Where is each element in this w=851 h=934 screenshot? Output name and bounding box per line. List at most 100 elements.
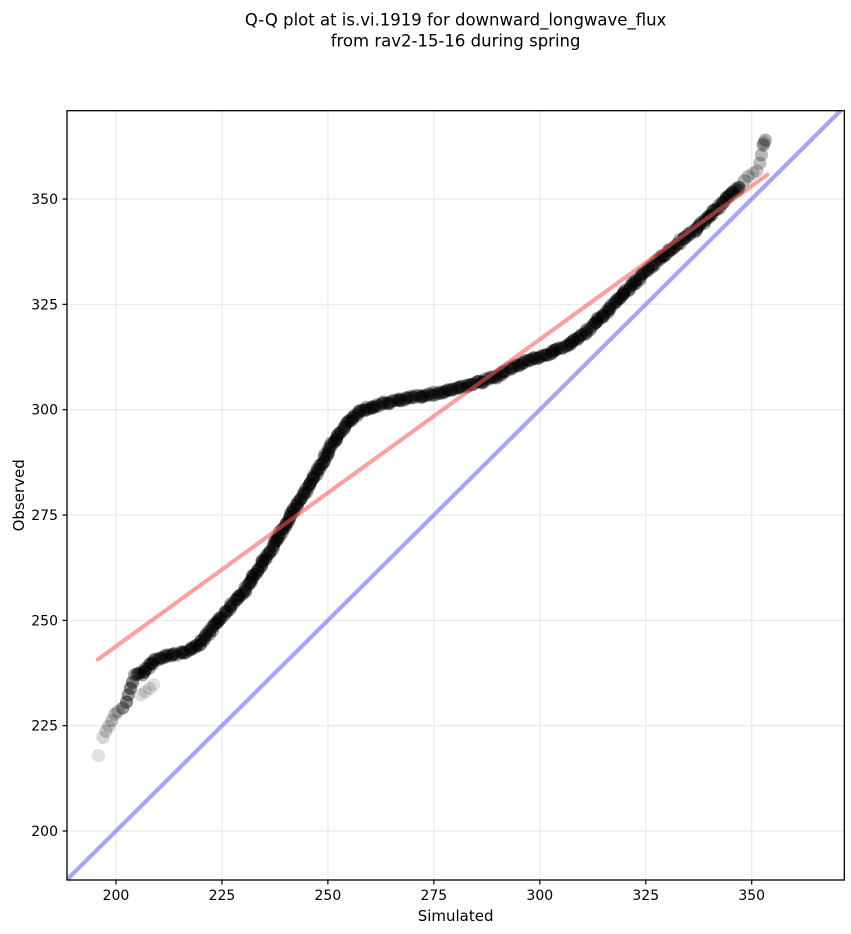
data-point xyxy=(415,390,429,404)
x-tick-label: 250 xyxy=(315,888,342,904)
x-axis: 200 225 250 275 300 325 350 xyxy=(103,880,765,904)
data-point xyxy=(629,274,643,288)
data-point xyxy=(159,649,173,664)
data-point xyxy=(426,388,440,402)
data-point xyxy=(259,550,273,564)
data-point xyxy=(640,264,655,278)
data-point xyxy=(199,629,213,643)
data-point xyxy=(375,397,389,411)
data-point xyxy=(589,316,603,330)
data-point xyxy=(444,383,458,397)
data-point xyxy=(574,328,588,342)
data-point xyxy=(197,631,211,646)
data-point xyxy=(246,568,260,582)
data-point xyxy=(383,396,397,410)
data-point xyxy=(199,628,213,642)
data-point xyxy=(440,384,454,398)
data-point xyxy=(595,310,610,324)
data-point xyxy=(123,681,137,695)
data-point xyxy=(210,615,224,629)
y-axis: 200 225 250 275 300 325 350 xyxy=(31,192,67,840)
data-point xyxy=(322,441,336,455)
data-point xyxy=(437,386,451,400)
data-point xyxy=(359,403,373,417)
data-point xyxy=(381,397,395,411)
data-point xyxy=(324,438,338,452)
data-point xyxy=(305,472,320,486)
x-tick-label: 300 xyxy=(526,888,553,904)
data-point xyxy=(138,685,152,699)
data-point xyxy=(433,385,447,399)
data-point xyxy=(306,471,320,485)
data-point xyxy=(161,648,175,662)
data-point xyxy=(135,668,150,682)
data-point xyxy=(591,314,605,328)
data-point xyxy=(627,277,641,291)
data-point xyxy=(515,356,530,370)
data-point xyxy=(404,391,418,405)
y-tick-label: 350 xyxy=(31,192,58,208)
data-point xyxy=(545,344,559,358)
data-point xyxy=(552,341,566,355)
data-point xyxy=(184,642,198,656)
data-point xyxy=(255,554,269,568)
data-point xyxy=(539,348,553,362)
data-point xyxy=(219,605,233,619)
y-tick-label: 250 xyxy=(31,613,58,629)
data-point xyxy=(562,338,576,352)
data-point xyxy=(183,643,197,657)
data-point xyxy=(194,633,208,648)
data-point xyxy=(737,174,751,188)
data-point xyxy=(148,653,162,667)
data-point xyxy=(244,576,258,590)
data-point xyxy=(567,332,581,347)
data-point xyxy=(293,493,307,507)
data-point xyxy=(514,357,529,371)
data-point xyxy=(128,668,142,682)
data-point xyxy=(623,279,638,293)
data-point xyxy=(527,351,541,365)
data-point xyxy=(629,273,643,288)
data-point xyxy=(583,323,597,337)
data-point xyxy=(555,341,569,355)
data-point xyxy=(617,286,631,300)
data-point xyxy=(597,309,611,323)
data-point xyxy=(142,661,156,675)
y-tick-label: 225 xyxy=(31,719,58,735)
data-point xyxy=(297,487,312,501)
data-point xyxy=(138,663,152,677)
data-point xyxy=(300,485,314,499)
data-point xyxy=(570,331,584,345)
chart-title-line1: Q-Q plot at is.vi.1919 for downward_long… xyxy=(245,11,667,31)
data-point xyxy=(304,476,318,490)
data-point xyxy=(522,353,536,367)
data-point xyxy=(521,354,536,368)
data-point xyxy=(214,612,228,626)
data-point xyxy=(179,645,193,660)
data-point xyxy=(151,653,166,667)
data-point xyxy=(376,396,391,410)
data-point xyxy=(368,400,382,414)
x-tick-label: 275 xyxy=(420,888,447,904)
data-point xyxy=(635,267,649,281)
plot-frame xyxy=(66,110,845,881)
data-point xyxy=(564,337,578,351)
data-point xyxy=(176,645,190,659)
data-point xyxy=(537,348,551,362)
data-point xyxy=(153,651,167,665)
data-point xyxy=(392,393,406,407)
data-point xyxy=(324,436,338,450)
data-point xyxy=(337,420,352,434)
data-point xyxy=(185,640,199,655)
data-point xyxy=(297,485,311,500)
data-point xyxy=(233,589,247,603)
data-point xyxy=(618,283,632,297)
data-point xyxy=(224,597,238,611)
data-point xyxy=(194,634,208,648)
data-point xyxy=(603,302,617,316)
data-point xyxy=(625,278,639,292)
data-point xyxy=(621,284,636,298)
data-point xyxy=(327,434,341,448)
data-point xyxy=(601,305,615,319)
